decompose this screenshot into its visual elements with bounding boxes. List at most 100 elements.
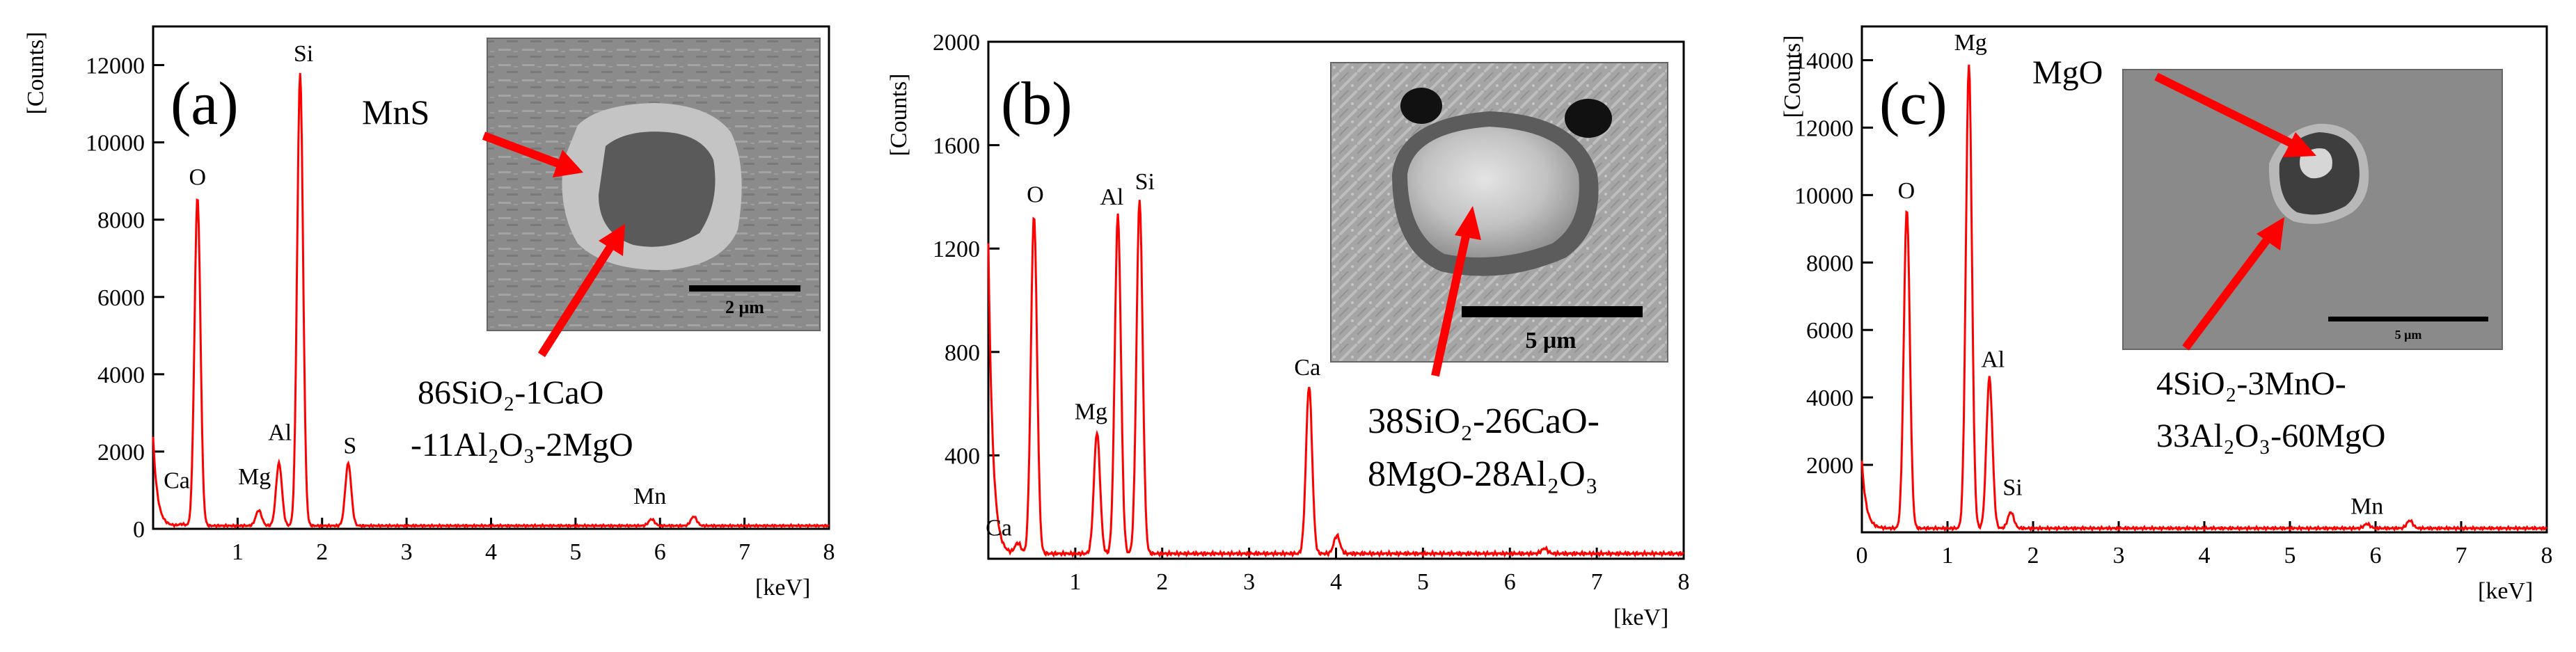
y-tick-label: 6000 [97,285,145,311]
x-tick-label: 6 [2370,543,2382,568]
peak-label-al: Al [268,420,292,445]
peak-label-si: Si [1135,169,1155,195]
peak-label-s: S [343,434,356,459]
y-tick-label: 6000 [1806,318,1854,344]
x-tick-label: 7 [1591,569,1603,595]
panel-b-peak-labels: Ca O Mg Al Si Ca [986,169,1320,541]
panel-c: [Counts] 2000 4000 6000 8000 10000 12000 14000… [1780,25,2553,604]
panel-a-xlabel: [keV] [755,575,810,601]
panel-a-inset-label-mns: MnS [362,93,429,132]
panel-a-peak-labels: Ca O Mg Al Si S Mn [164,41,666,509]
panel-a-label: (a) [171,70,239,138]
x-tick-label: 1 [1942,543,1954,568]
x-tick-label: 4 [2199,543,2211,568]
x-tick-label: 8 [2541,543,2553,568]
peak-label-al: Al [1981,347,2005,373]
panel-c-composition-line-1: 4SiO₂-3MnO- [2156,365,2346,402]
panel-b-arrows [1431,206,1481,377]
x-tick-label: 0 [1856,543,1868,568]
x-tick-label: 2 [316,539,328,565]
y-tick-label: 2000 [97,440,145,466]
peak-label-si: Si [294,41,313,67]
x-tick-label: 5 [569,539,581,565]
y-tick-label: 1600 [933,134,980,159]
panel-b-xticklabels: 1 2 3 4 5 6 7 8 [1069,569,1689,595]
x-tick-label: 8 [823,539,835,565]
peak-label-mn: Mn [2350,493,2383,519]
panel-c-xticklabels: 0 1 2 3 4 5 6 7 8 [1856,543,2553,568]
y-tick-label: 800 [945,340,980,366]
peak-label-o: O [189,165,206,191]
panel-a-composition-line-2: -11Al₂O₃-2MgO [411,427,633,463]
panel-b-label: (b) [1001,70,1073,138]
panel-c-spectrum-line [1860,64,2547,532]
y-tick-label: 10000 [86,131,145,157]
panel-c-inset-label-mgo: MgO [2032,54,2103,91]
panel-b-composition-line-2: 8MgO-28Al₂O₃ [1368,454,1598,494]
peak-label-ca: Ca [164,468,190,494]
y-tick-label: 4000 [1806,385,1854,411]
peak-label-mn: Mn [633,484,666,509]
x-tick-label: 6 [1504,569,1516,595]
panel-a-sem-inset: 2 μm [487,38,821,331]
y-tick-label: 4000 [97,363,145,388]
y-tick-label: 0 [133,517,145,543]
peak-label-ca: Ca [1294,355,1320,381]
y-tick-label: 400 [945,443,980,469]
peak-label-mg: Mg [1075,399,1107,424]
peak-label-o: O [1898,178,1915,204]
peak-label-o: O [1027,182,1044,207]
panel-c-peak-labels: O Mg Al Si Mn [1898,30,2384,519]
x-tick-label: 1 [1069,569,1081,595]
panel-c-composition-line-2: 33Al₂O₃-60MgO [2156,418,2385,454]
y-tick-label: 1200 [933,237,980,262]
x-tick-label: 4 [485,539,497,565]
y-tick-label: 10000 [1794,183,1854,209]
x-tick-label: 3 [2113,543,2125,568]
panel-c-yticklabels: 2000 4000 6000 8000 10000 12000 14000 [1794,48,1854,479]
panel-c-label: (c) [1879,70,1947,138]
peak-label-mg: Mg [238,464,271,490]
panel-a-xticklabels: 1 2 3 4 5 6 7 8 [232,539,835,565]
x-tick-label: 5 [2284,543,2296,568]
panel-b-ylabel: [Counts] [886,74,912,157]
panel-c-scale-bar: 5 μm [2395,328,2422,342]
x-tick-label: 4 [1330,569,1342,595]
y-tick-label: 14000 [1794,48,1854,74]
y-tick-label: 12000 [1794,116,1854,141]
panel-a-ylabel: [Counts] [23,32,49,115]
x-tick-label: 2 [2028,543,2039,568]
panel-a-scale-bar: 2 μm [725,297,764,317]
peak-label-ca: Ca [986,516,1012,541]
panel-c-xlabel: [keV] [2478,578,2533,604]
panel-b-xlabel: [keV] [1613,605,1668,630]
panel-c-ylabel: [Counts] [1780,35,1805,118]
x-tick-label: 1 [232,539,244,565]
panel-b-composition-line-1: 38SiO₂-26CaO- [1368,401,1599,441]
panel-c-sem-inset: 5 μm [2122,69,2503,350]
x-tick-label: 2 [1156,569,1168,595]
panel-c-arrows [2154,72,2316,351]
x-tick-label: 3 [1243,569,1255,595]
x-tick-label: 7 [2456,543,2467,568]
peak-label-al: Al [1100,184,1123,210]
panel-b-scale-bar: 5 μm [1525,328,1576,353]
x-tick-label: 6 [654,539,666,565]
x-tick-label: 7 [738,539,750,565]
peak-label-si: Si [2002,475,2022,501]
panel-b-yticklabels: 400 800 1200 1600 2000 [933,30,980,469]
x-tick-label: 3 [401,539,413,565]
y-tick-label: 8000 [1806,251,1854,276]
y-tick-label: 8000 [97,208,145,234]
x-tick-label: 5 [1417,569,1429,595]
panel-a-composition-line-1: 86SiO₂-1CaO [418,374,603,411]
panel-a-yticklabels: 0 2000 4000 6000 8000 10000 12000 [86,54,145,543]
panel-b: [Counts] 400 800 1200 1600 2000 1 2 3 4 5 6 7 8 Ca O… [886,30,1690,630]
panel-a-spectrum-line [152,72,830,529]
x-tick-label: 8 [1678,569,1690,595]
panel-b-spectrum-line [987,200,1684,559]
panel-a: [Counts] 0 2000 4000 6000 8000 10000 12000 1 2 3… [23,25,835,601]
panel-a-arrows [482,132,625,358]
y-tick-label: 2000 [933,30,980,56]
